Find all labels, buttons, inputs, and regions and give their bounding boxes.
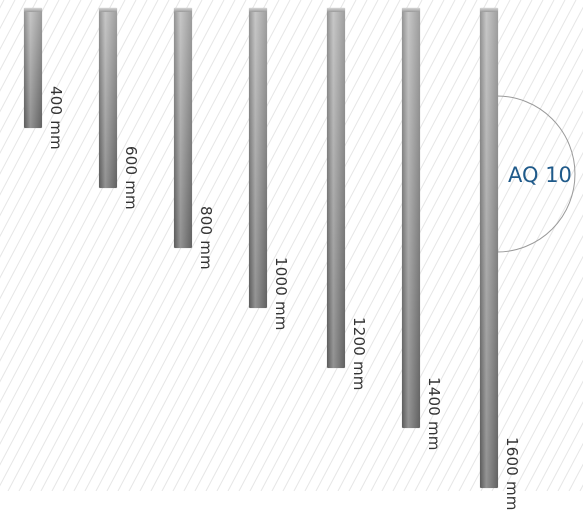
hatch-line xyxy=(458,255,583,491)
bar-length-label: 1600 mm xyxy=(503,437,521,511)
bar-length-label: 1000 mm xyxy=(272,257,290,331)
hatch-line xyxy=(0,0,214,404)
bar-400 xyxy=(24,8,42,128)
bar-length-label: 400 mm xyxy=(47,86,65,150)
highlight-arc xyxy=(496,95,576,253)
hatch-line xyxy=(0,0,126,238)
hatch-line xyxy=(249,0,511,491)
bar-length-label: 1200 mm xyxy=(350,317,368,391)
hatch-line xyxy=(172,0,434,491)
hatch-line xyxy=(238,0,500,491)
hatch-line xyxy=(150,0,412,491)
product-highlight-arc xyxy=(496,95,576,253)
hatch-line xyxy=(7,0,269,491)
hatch-line xyxy=(161,0,423,491)
hatch-line xyxy=(381,110,583,491)
bar-cap xyxy=(174,8,192,12)
bar-cap xyxy=(402,8,420,12)
bar-1600 xyxy=(480,8,498,488)
hatch-line xyxy=(304,0,566,491)
hatch-line xyxy=(0,0,192,362)
bar-800 xyxy=(174,8,192,248)
hatch-line xyxy=(502,338,583,491)
bar-1400 xyxy=(402,8,420,428)
hatch-line xyxy=(293,0,555,491)
hatch-line xyxy=(480,297,583,491)
hatch-line xyxy=(0,0,104,196)
hatch-line xyxy=(260,0,522,491)
hatch-line xyxy=(348,48,583,491)
hatch-line xyxy=(491,318,583,491)
hatch-line xyxy=(84,0,346,491)
hatch-line xyxy=(315,0,577,491)
hatch-line xyxy=(95,0,357,491)
hatch-line xyxy=(403,151,583,491)
hatch-line xyxy=(513,359,583,491)
hatch-line xyxy=(425,193,583,491)
hatch-line xyxy=(0,0,170,321)
hatch-line xyxy=(73,0,335,491)
hatch-line xyxy=(227,0,489,491)
bar-length-label: 1400 mm xyxy=(425,377,443,451)
hatch-line xyxy=(139,0,401,491)
hatch-line xyxy=(62,0,324,491)
hatch-line xyxy=(0,0,115,217)
bar-length-label: 600 mm xyxy=(122,146,140,210)
bar-cap xyxy=(327,8,345,12)
hatch-line xyxy=(29,0,291,491)
hatch-line xyxy=(0,0,247,466)
hatch-line xyxy=(469,276,583,491)
hatch-line xyxy=(392,131,583,491)
hatch-line xyxy=(524,380,583,491)
hatch-line xyxy=(337,27,583,491)
hatch-line xyxy=(0,0,60,113)
bar-1000 xyxy=(249,8,267,308)
hatch-line xyxy=(414,172,583,491)
hatch-line xyxy=(183,0,445,491)
hatch-line xyxy=(0,0,49,92)
hatch-line xyxy=(216,0,478,491)
hatch-line xyxy=(0,0,137,258)
bar-1200 xyxy=(327,8,345,368)
hatch-line xyxy=(0,0,258,487)
product-name-label: AQ 10 xyxy=(508,163,572,187)
hatch-line xyxy=(0,0,181,341)
bar-600 xyxy=(99,8,117,188)
hatch-line xyxy=(0,0,203,383)
bar-cap xyxy=(24,8,42,12)
bar-cap xyxy=(249,8,267,12)
hatch-line xyxy=(535,401,583,491)
hatch-line xyxy=(106,0,368,491)
bar-cap xyxy=(480,8,498,12)
bar-cap xyxy=(99,8,117,12)
hatch-line xyxy=(326,6,583,491)
bar-length-label: 800 mm xyxy=(197,206,215,270)
hatch-line xyxy=(0,0,93,175)
hatch-line xyxy=(18,0,280,491)
